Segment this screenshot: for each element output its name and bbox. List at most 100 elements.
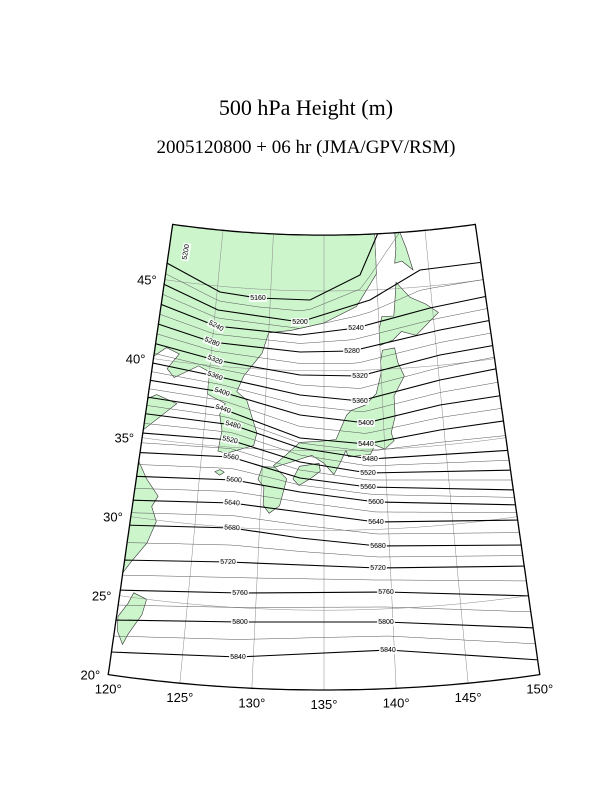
contour-label-group: 5680: [222, 523, 242, 533]
map-frame: [107, 223, 541, 691]
map-frame-group: 20° 25° 30° 35° 40° 45° 120° 125° 130° 135° 140° 14…: [81, 223, 553, 712]
land: [394, 232, 414, 271]
label-bg: [222, 498, 242, 508]
label-bg: [222, 523, 242, 533]
label-bg: [361, 455, 379, 463]
label-bg: [231, 589, 249, 597]
latitude-label: 45°: [137, 273, 157, 288]
contour-label-group: 5360: [205, 369, 225, 383]
contour-label: 5840: [230, 654, 246, 661]
label-bg: [219, 558, 237, 566]
meridian: [179, 230, 224, 684]
label-bg: [379, 646, 397, 654]
label-bg: [231, 618, 249, 626]
contour-label-group: 5200: [291, 318, 309, 326]
label-bg: [206, 318, 226, 334]
label-bg: [229, 653, 247, 661]
contour-label: 5400: [358, 420, 374, 427]
contour-label: 5720: [220, 559, 236, 566]
contour-line: [108, 224, 436, 301]
label-bg: [377, 588, 395, 596]
contour-label-group: 5640: [367, 518, 385, 526]
contour-minor: [108, 292, 540, 344]
contour-label-group: 5760: [377, 588, 395, 596]
contour-label-group: 5240: [347, 324, 365, 332]
contour-label: 5280: [344, 348, 360, 355]
contour-label-group: 5320: [351, 372, 369, 380]
contour-minor: [108, 635, 540, 645]
contour-label-group: 5800: [377, 618, 395, 626]
label-bg: [369, 542, 387, 550]
longitude-label: 125°: [166, 690, 193, 705]
contour-label: 5760: [378, 589, 394, 596]
label-bg: [221, 451, 241, 463]
contour-label: 5200: [182, 244, 192, 261]
contour-minor: [108, 511, 540, 535]
label-bg: [180, 242, 192, 262]
contour-minor: [108, 541, 540, 558]
label-bg: [202, 334, 222, 350]
contour-label-group: 5680: [369, 542, 387, 550]
contour-label: 5720: [370, 565, 386, 572]
land: [292, 463, 321, 486]
contour-label: 5560: [223, 453, 240, 462]
contour-minor: [108, 604, 540, 613]
label-bg: [213, 402, 233, 416]
contour-label-group: 5520: [359, 469, 377, 477]
label-bg: [359, 483, 377, 491]
subtitle: 2005120800 + 06 hr (JMA/GPV/RSM): [157, 137, 456, 158]
contour-label: 5360: [352, 398, 368, 405]
contour-minor: [108, 361, 540, 412]
latitude-label: 25°: [92, 589, 112, 604]
contour-label-group: 5400: [212, 385, 232, 399]
contour-line: [108, 346, 540, 402]
contour-label-group: 5520: [220, 434, 240, 446]
contour-minor: [108, 439, 540, 481]
contour-label-group: 5600: [367, 498, 385, 506]
land: [214, 469, 225, 476]
contour-label: 5480: [224, 420, 241, 431]
contour-label-group: 5440: [357, 440, 375, 448]
land: [273, 347, 405, 476]
contour-label-group: 5200: [180, 242, 192, 262]
longitude-label: 140°: [383, 695, 410, 710]
contour-line: [108, 323, 540, 377]
contour-label: 5360: [206, 370, 223, 382]
latitude-label: 20°: [81, 668, 101, 683]
contour-label: 5640: [368, 519, 384, 526]
meridian: [424, 230, 469, 684]
contour-label: 5560: [360, 484, 376, 491]
longitude-label: 145°: [455, 690, 482, 705]
contour-minor: [108, 316, 540, 364]
label-bg: [291, 318, 309, 326]
contour-minor: [108, 418, 540, 467]
contour-label-group: 5560: [359, 483, 377, 491]
contour-line: [108, 250, 540, 323]
contour-label: 5520: [360, 470, 376, 477]
contour-line: [108, 649, 540, 665]
contour-label: 5320: [352, 373, 368, 380]
label-bg: [377, 618, 395, 626]
contour-label: 5240: [348, 325, 364, 332]
label-bg: [357, 419, 375, 427]
contour-label: 5440: [214, 404, 231, 416]
land: [257, 466, 288, 514]
label-bg: [367, 518, 385, 526]
contour-label-group: 5400: [357, 419, 375, 427]
contour-label: 5480: [362, 456, 378, 463]
contour-label-group: 5480: [361, 455, 379, 463]
label-bg: [369, 564, 387, 572]
label-bg: [249, 294, 267, 302]
label-bg: [205, 369, 225, 383]
contour-label-group: 5720: [219, 558, 237, 566]
label-bg: [343, 347, 361, 355]
contour-label-group: 5800: [231, 618, 249, 626]
contour-label: 5440: [358, 441, 374, 448]
contour-line: [108, 618, 540, 631]
contour-label: 5760: [232, 590, 248, 597]
contour-label-group: 5600: [224, 475, 244, 485]
contour-label-group: 5760: [231, 589, 249, 597]
contour-minor: [108, 380, 540, 434]
